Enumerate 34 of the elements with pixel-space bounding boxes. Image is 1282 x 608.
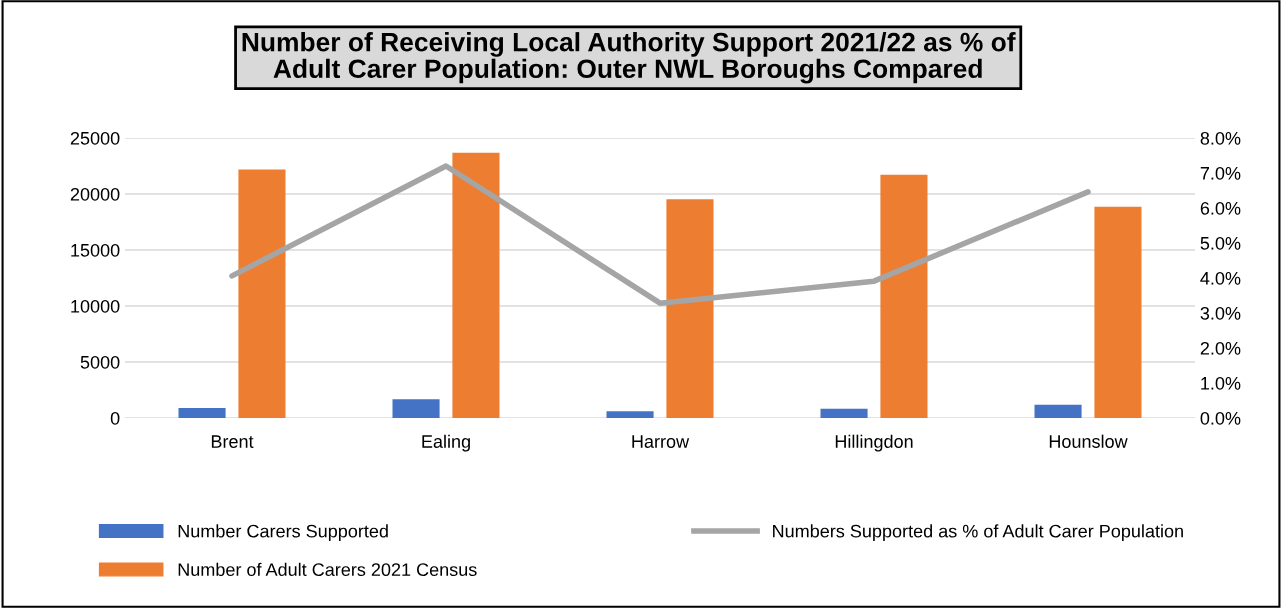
bar xyxy=(452,152,500,418)
bar xyxy=(666,199,714,418)
y2-tick-label: 5.0% xyxy=(1200,236,1241,250)
x-tick-label: Hillingdon xyxy=(835,434,913,452)
y-tick-label: 10000 xyxy=(71,299,120,313)
chart-title: Number of Receiving Local Authority Support 2021/22 as % of Adult Carer Population: Outer NWL Boroughs Compared xyxy=(242,32,1016,84)
legend-label: Numbers Supported as % of Adult Carer Population xyxy=(773,524,1183,542)
y2-tick-label: 3.0% xyxy=(1200,306,1241,320)
legend-label: Number of Adult Carers 2021 Census xyxy=(178,562,477,577)
bar xyxy=(238,169,286,418)
x-tick-label: Brent xyxy=(211,435,254,448)
y2-tick-label: 4.0% xyxy=(1200,271,1241,285)
y-tick-label: 0 xyxy=(110,411,120,425)
y2-tick-label: 7.0% xyxy=(1200,166,1241,180)
bar xyxy=(880,174,928,418)
x-tick-label: Hounslow xyxy=(1049,434,1128,448)
bar xyxy=(820,408,868,418)
bar xyxy=(178,408,226,418)
bar xyxy=(1094,206,1142,418)
y-tick-label: 15000 xyxy=(71,243,120,257)
y-tick-label: 20000 xyxy=(70,187,120,201)
y2-tick-label: 2.0% xyxy=(1200,341,1241,355)
bar xyxy=(606,411,654,418)
y-tick-label: 25000 xyxy=(70,131,120,145)
x-tick-label: Ealing xyxy=(422,434,470,452)
y2-tick-label: 8.0% xyxy=(1200,131,1241,145)
x-tick-label: Harrow xyxy=(632,435,690,448)
y2-tick-label: 6.0% xyxy=(1200,201,1241,215)
y2-tick-label: 0.0% xyxy=(1200,411,1241,425)
bar xyxy=(1034,404,1082,418)
legend-label: Number Carers Supported xyxy=(178,524,388,542)
y-tick-label: 5000 xyxy=(80,355,120,369)
y2-tick-label: 1.0% xyxy=(1201,376,1241,390)
bar xyxy=(392,399,440,418)
